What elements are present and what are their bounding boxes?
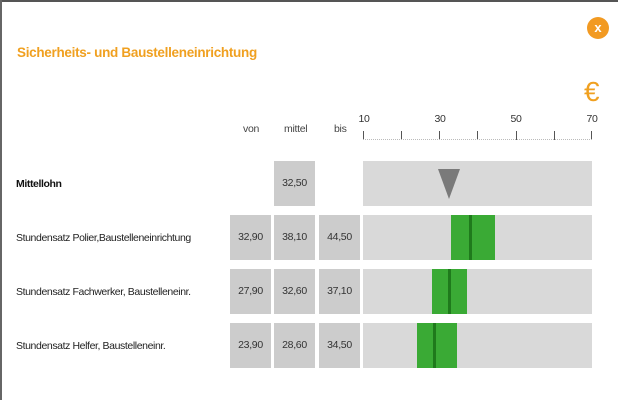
axis-tick (477, 131, 478, 140)
bis-value-cell: 34,50 (319, 323, 360, 368)
euro-icon: € (584, 76, 600, 107)
column-header-bis: bis (334, 123, 347, 135)
von-value-cell: 23,90 (230, 323, 271, 368)
axis-tick (401, 131, 402, 140)
mittel-value-cell: 28,60 (274, 323, 315, 368)
range-bar (451, 215, 495, 260)
window-top-border (0, 0, 618, 2)
range-track (363, 269, 592, 314)
row-label: Mittellohn (16, 178, 62, 190)
range-bar (417, 323, 457, 368)
median-line (448, 269, 451, 314)
column-header-von: von (243, 123, 260, 135)
axis-tick (363, 131, 364, 140)
range-track (363, 161, 592, 206)
axis-tick-label: 50 (510, 113, 522, 125)
close-button[interactable]: x (587, 17, 609, 39)
axis-tick-label: 70 (586, 113, 598, 125)
triangle-down-marker-icon (438, 169, 460, 199)
axis-tick (516, 131, 517, 140)
range-track (363, 323, 592, 368)
mittel-value-cell: 32,50 (274, 161, 315, 206)
axis-line (363, 139, 592, 140)
axis-tick (439, 131, 440, 140)
page-title: Sicherheits- und Baustelleneinrichtung (17, 45, 257, 60)
row-label: Stundensatz Fachwerker, Baustelleneinr. (16, 286, 191, 298)
row-label: Stundensatz Polier,Baustelleneinrichtung (16, 232, 191, 244)
bis-value-cell: 37,10 (319, 269, 360, 314)
von-value-cell: 27,90 (230, 269, 271, 314)
mittel-value-cell: 38,10 (274, 215, 315, 260)
column-header-mittel: mittel (284, 123, 308, 135)
row-label: Stundensatz Helfer, Baustelleneinr. (16, 340, 166, 352)
median-line (433, 323, 436, 368)
axis-tick-label: 30 (434, 113, 446, 125)
axis-tick (591, 131, 592, 140)
mittel-value-cell: 32,60 (274, 269, 315, 314)
bis-value-cell: 44,50 (319, 215, 360, 260)
window-left-border (0, 0, 2, 400)
von-value-cell: 32,90 (230, 215, 271, 260)
axis-tick-label: 10 (358, 113, 370, 125)
median-line (469, 215, 472, 260)
axis-tick (554, 131, 555, 140)
range-track (363, 215, 592, 260)
